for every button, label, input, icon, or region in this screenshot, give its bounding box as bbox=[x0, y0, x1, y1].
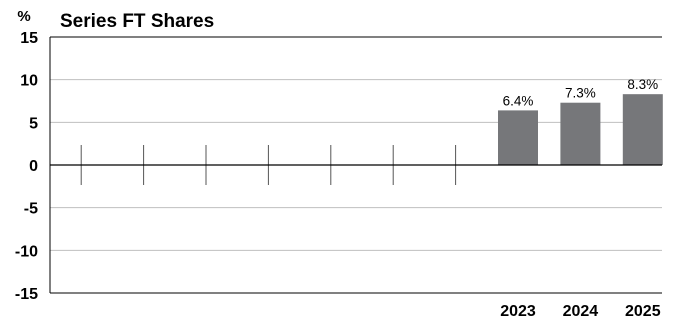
x-tick-label: 2025 bbox=[625, 303, 661, 320]
data-label: 6.4% bbox=[503, 93, 534, 108]
y-tick-label: 15 bbox=[20, 30, 38, 47]
bar bbox=[622, 94, 663, 165]
y-tick-label: 0 bbox=[29, 158, 38, 175]
y-tick-label: -10 bbox=[15, 243, 38, 260]
labels: 15 10 5 0 -5 -10 -15 6.4% 2023 7.3% 2024 8.3% 2025 bbox=[15, 30, 661, 320]
data-label: 7.3% bbox=[565, 86, 596, 101]
bars bbox=[498, 94, 663, 165]
x-tick-label: 2024 bbox=[563, 303, 599, 320]
y-tick-label: 5 bbox=[29, 115, 38, 132]
bar bbox=[560, 102, 601, 165]
y-unit-label: % bbox=[17, 8, 30, 25]
y-tick-label: -15 bbox=[15, 286, 38, 303]
axes bbox=[49, 36, 662, 294]
chart-title: Series FT Shares bbox=[60, 11, 214, 32]
y-tick-label: 10 bbox=[20, 73, 38, 90]
data-label: 8.3% bbox=[627, 77, 658, 92]
y-tick-label: -5 bbox=[24, 201, 38, 218]
bar bbox=[498, 110, 538, 165]
x-tick-label: 2023 bbox=[500, 303, 536, 320]
